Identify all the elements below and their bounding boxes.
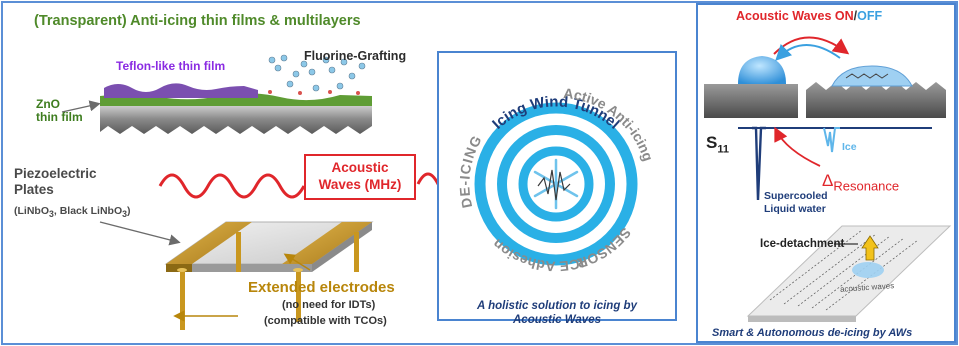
title-off: OFF [857, 9, 883, 23]
piezo-materials-b: , Black LiNbO [53, 205, 123, 217]
center-caption: A holistic solution to icing by Acoustic… [438, 300, 676, 328]
center-caption-line1: A holistic solution to icing by [477, 300, 637, 312]
right-caption: Smart & Autonomous de-icing by AWs [712, 327, 913, 339]
title-on: Acoustic Waves ON [736, 9, 854, 23]
delta-symbol: Δ [822, 171, 834, 190]
zno-label-line2: thin film [36, 109, 83, 124]
title-sep: / [853, 9, 858, 23]
s11-label: S11 [706, 134, 729, 156]
acoustic-on-off-title: Acoustic Waves ON/OFF [736, 9, 883, 23]
delta-sub: Resonance [833, 178, 900, 194]
piezo-sub-1: 3 [49, 209, 54, 220]
electrodes-title: Extended electrodes [248, 279, 395, 296]
films-title: (Transparent) Anti-icing thin films & mu… [34, 13, 361, 29]
piezo-line2: Plates [14, 181, 54, 197]
fluorine-grafting-label: Fluorine-Grafting [304, 49, 407, 63]
zno-label: ZnO thin film [36, 98, 83, 123]
piezo-materials-c: ) [127, 205, 131, 217]
piezo-sub-2: 3 [122, 209, 128, 220]
supercooled-line2: Liquid water [764, 202, 826, 215]
supercooled-line1: Supercooled [764, 190, 828, 202]
acoustic-waves-box: Acoustic Waves (MHz) [304, 154, 416, 200]
piezo-materials-a: (LiNbO [14, 205, 49, 217]
acoustic-line1: Acoustic [331, 160, 389, 175]
electrodes-line2: (no need for IDTs) [282, 299, 376, 311]
supercooled-label: Supercooled Liquid water [764, 190, 828, 215]
piezo-plates-label: Piezoelectric Plates [14, 166, 97, 197]
teflon-label: Teflon-like thin film [116, 59, 226, 73]
ice-detachment-label: Ice-detachment [760, 238, 845, 250]
delta-resonance-label: ΔResonance [822, 172, 899, 193]
piezo-line1: Piezoelectric [14, 166, 97, 181]
s11-main: S [706, 133, 718, 152]
ice-label: Ice [842, 141, 857, 153]
electrodes-line3: (compatible with TCOs) [264, 315, 387, 327]
zno-label-line1: ZnO [36, 97, 60, 111]
s11-sub: 11 [717, 143, 729, 156]
center-caption-line2: Acoustic Waves [513, 313, 601, 326]
piezo-materials: (LiNbO3, Black LiNbO3) [14, 205, 131, 220]
acoustic-line2: Waves (MHz) [318, 176, 402, 192]
